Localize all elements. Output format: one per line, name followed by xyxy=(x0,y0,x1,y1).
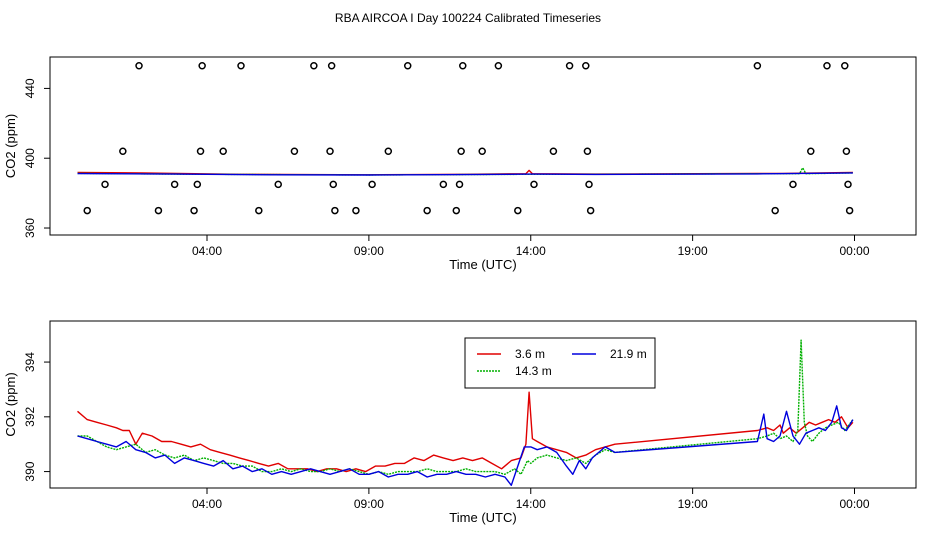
data-point xyxy=(582,61,590,70)
x-axis-title: Time (UTC) xyxy=(449,510,516,525)
data-point xyxy=(585,180,593,189)
y-tick-label: 400 xyxy=(23,148,37,168)
y-tick-label: 392 xyxy=(23,406,37,426)
top-panel: 04:00 09:00 14:00 19:00 00:00 360 400 440 Time (… xyxy=(3,56,917,272)
chart-title: RBA AIRCOA I Day 100224 Calibrated Times… xyxy=(335,11,601,25)
data-point xyxy=(565,61,574,70)
x-tick-label: 00:00 xyxy=(839,497,869,511)
data-point xyxy=(549,147,558,155)
data-point xyxy=(423,206,431,215)
data-point xyxy=(459,61,467,70)
data-point xyxy=(198,61,206,70)
data-point xyxy=(514,206,522,215)
series-line-21-9-m xyxy=(77,172,853,176)
legend-label: 14.3 m xyxy=(515,364,552,378)
data-point xyxy=(452,206,461,215)
series-line-21-9-m xyxy=(77,405,854,486)
y-axis-title: CO2 (ppm) xyxy=(3,114,18,178)
data-point xyxy=(310,61,318,70)
data-point xyxy=(170,180,179,189)
data-point xyxy=(384,147,393,155)
data-point xyxy=(845,206,854,215)
data-point xyxy=(327,61,336,70)
data-point xyxy=(455,180,464,189)
data-point xyxy=(101,180,109,189)
series-group xyxy=(77,339,854,486)
data-point xyxy=(583,147,592,155)
bottom-panel: 04:00 09:00 14:00 19:00 00:00 390 392 394 Time (… xyxy=(3,320,917,525)
data-point xyxy=(403,61,412,70)
data-point xyxy=(823,61,831,70)
x-tick-label: 19:00 xyxy=(678,497,708,511)
x-axis-title: Time (UTC) xyxy=(449,257,516,272)
data-point xyxy=(135,61,143,70)
data-point xyxy=(771,206,779,215)
y-tick-label: 360 xyxy=(23,218,37,238)
x-tick-label: 09:00 xyxy=(354,497,384,511)
series-line-14-3-m xyxy=(77,339,854,475)
series-line-3-6-m xyxy=(77,391,854,473)
x-tick-label: 04:00 xyxy=(192,497,222,511)
data-point xyxy=(844,180,852,189)
data-point xyxy=(494,61,503,70)
data-point xyxy=(368,180,376,189)
y-tick-label: 440 xyxy=(23,78,37,98)
legend-label: 3.6 m xyxy=(515,347,545,361)
data-point xyxy=(352,206,360,215)
data-point xyxy=(326,147,334,155)
legend: 3.6 m 14.3 m 21.9 m xyxy=(464,337,656,389)
data-point xyxy=(789,180,797,189)
data-point xyxy=(457,147,465,155)
data-point xyxy=(586,206,595,215)
legend-label: 21.9 m xyxy=(610,347,647,361)
y-axis-title: CO2 (ppm) xyxy=(3,372,18,436)
data-point xyxy=(331,206,339,215)
data-point xyxy=(255,206,263,215)
x-tick-label: 09:00 xyxy=(354,244,384,258)
data-point xyxy=(530,180,538,189)
data-point xyxy=(842,147,851,155)
data-point xyxy=(841,61,849,70)
x-tick-label: 14:00 xyxy=(516,244,546,258)
data-point xyxy=(196,147,205,155)
x-tick-label: 00:00 xyxy=(839,244,869,258)
x-tick-label: 14:00 xyxy=(516,497,546,511)
x-tick-label: 19:00 xyxy=(678,244,708,258)
x-tick-label: 04:00 xyxy=(192,244,222,258)
data-point xyxy=(290,147,299,155)
series-group xyxy=(77,167,853,176)
data-point xyxy=(439,180,448,189)
data-point xyxy=(83,206,91,215)
data-point xyxy=(237,61,245,70)
data-point xyxy=(190,206,198,215)
scatter-points xyxy=(83,61,854,215)
data-point xyxy=(753,61,762,70)
plot-frame xyxy=(49,56,917,236)
data-point xyxy=(274,180,282,189)
data-point xyxy=(329,180,338,189)
plot-frame xyxy=(49,320,917,489)
data-point xyxy=(219,147,227,155)
y-tick-label: 390 xyxy=(23,461,37,481)
data-point xyxy=(119,147,127,155)
data-point xyxy=(807,147,815,155)
y-tick-label: 394 xyxy=(23,352,37,372)
data-point xyxy=(193,180,202,189)
data-point xyxy=(154,206,163,215)
legend-box xyxy=(464,337,656,389)
data-point xyxy=(478,147,486,155)
